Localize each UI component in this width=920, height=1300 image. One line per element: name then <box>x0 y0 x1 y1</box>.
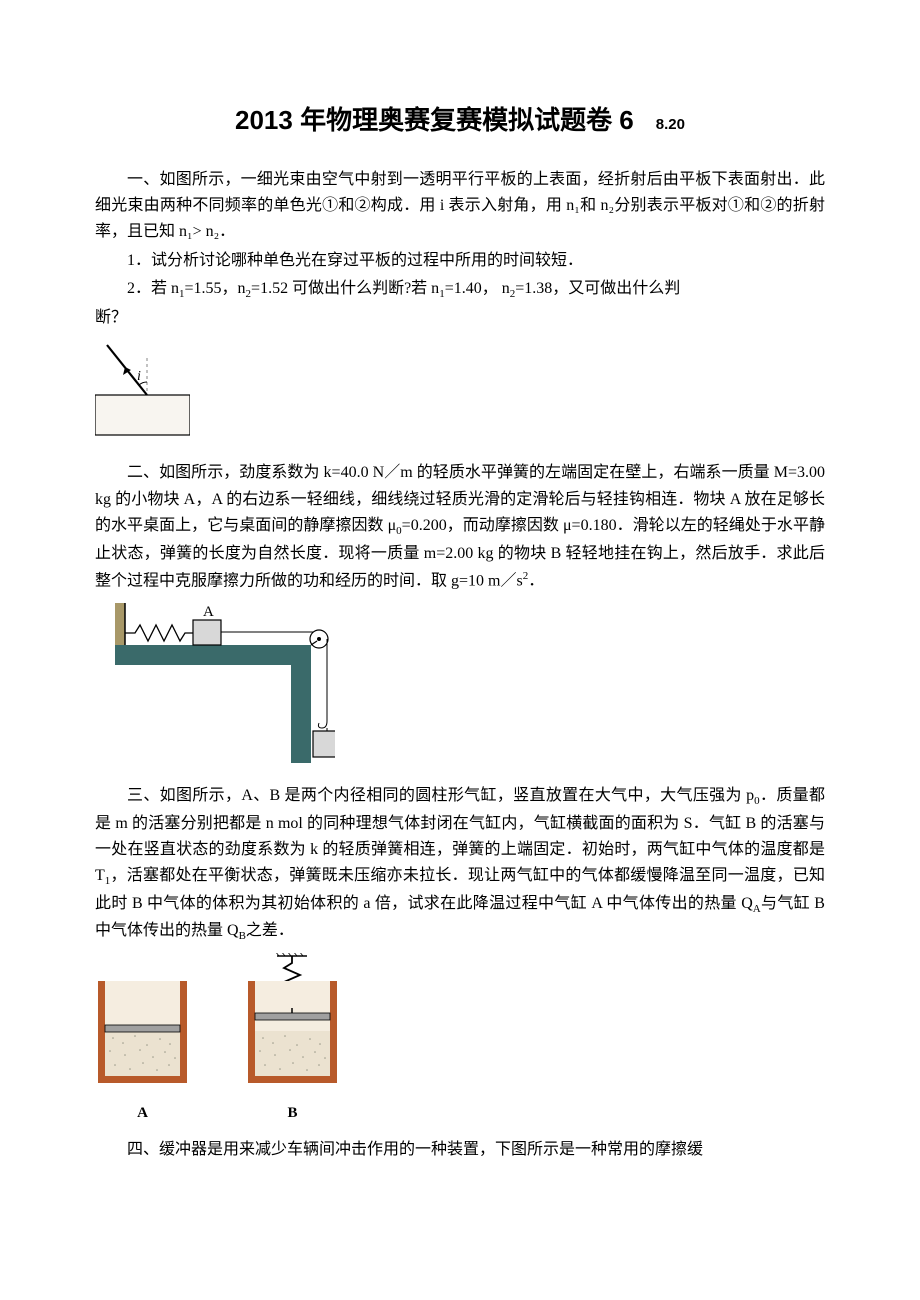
angle-label: i <box>137 369 141 384</box>
cylinder-b-label: B <box>245 1101 340 1125</box>
q3-text: 三、如图所示，A、B 是两个内径相同的圆柱形气缸，竖直放置在大气中，大气压强为 … <box>95 783 825 945</box>
q4-text: 四、缓冲器是用来减少车辆间冲击作用的一种装置，下图所示是一种常用的摩擦缓 <box>95 1137 825 1163</box>
q2-figure: A B <box>115 603 825 772</box>
q3-figure: A <box>95 953 825 1125</box>
main-title: 2013 年物理奥赛复赛模拟试题卷 6 <box>235 105 634 135</box>
q1-sub1: 1．试分析讨论哪种单色光在穿过平板的过程中所用的时间较短． <box>95 248 825 274</box>
cylinder-a-label: A <box>95 1101 190 1125</box>
q1-intro: 一、如图所示，一细光束由空气中射到一透明平行平板的上表面，经折射后由平板下表面射… <box>95 167 825 246</box>
q2-text: 二、如图所示，劲度系数为 k=40.0 N／m 的轻质水平弹簧的左端固定在壁上，… <box>95 460 825 594</box>
title-date: 8.20 <box>656 116 685 133</box>
q1-sub2-cont: 断？ <box>95 305 825 331</box>
q1-figure: i <box>95 340 825 449</box>
block-a-label: A <box>203 604 214 620</box>
q1-sub2: 2．若 n1=1.55，n2=1.52 可做出什么判断?若 n1=1.40， n… <box>95 276 825 303</box>
